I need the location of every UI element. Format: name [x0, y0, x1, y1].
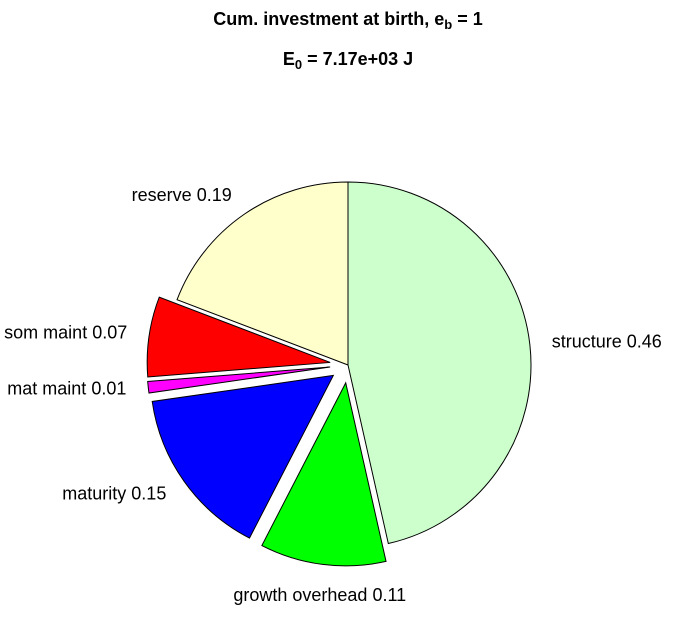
title-text: Cum. investment at birth, e	[213, 9, 444, 29]
pie-slice	[347, 181, 532, 545]
slice-name: maturity	[62, 483, 126, 503]
slice-label: structure 0.46	[552, 331, 662, 351]
pie-slice	[261, 381, 387, 567]
slice-value: 0.11	[372, 585, 406, 605]
pie-slice	[151, 374, 335, 539]
title-sub: b	[444, 17, 452, 32]
slice-label: growth overhead 0.11	[233, 585, 406, 605]
slice-value: 0.46	[627, 331, 662, 351]
slice-value: 0.19	[197, 185, 232, 205]
chart-subtitle: E0 = 7.17e+03 J	[283, 49, 413, 73]
slice-label: som maint 0.07	[4, 322, 127, 342]
slice-value: 0.15	[131, 483, 166, 503]
slice-name: mat maint	[7, 378, 86, 398]
chart-title: Cum. investment at birth, eb = 1	[213, 9, 483, 33]
slice-name: structure	[552, 331, 622, 351]
slice-value: 0.01	[91, 378, 126, 398]
subtitle-text: E	[283, 49, 295, 69]
pie-slice	[176, 181, 349, 366]
slice-name: som maint	[4, 322, 87, 342]
slice-name: growth overhead	[233, 585, 367, 605]
slice-name: reserve	[132, 185, 192, 205]
slice-label: mat maint 0.01	[7, 378, 126, 398]
pie-slice	[146, 296, 331, 378]
subtitle-sub: 0	[295, 57, 302, 72]
title-after: = 1	[452, 9, 483, 29]
slice-value: 0.07	[92, 322, 127, 342]
slice-label: reserve 0.19	[132, 185, 232, 205]
slice-label: maturity 0.15	[62, 483, 166, 503]
subtitle-after: = 7.17e+03 J	[302, 49, 413, 69]
pie-slice	[147, 366, 331, 394]
